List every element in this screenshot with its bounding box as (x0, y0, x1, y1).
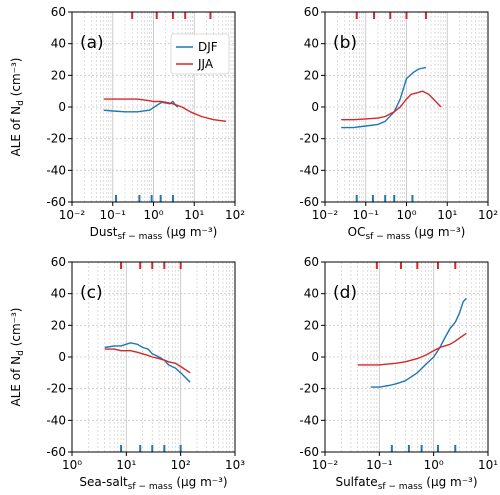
panel-a: -60 -40 -20 0 20 40 60 10⁻² 10⁻¹ 10⁰ 10¹ 10² (a) Dust… (9, 5, 245, 242)
panel-d: -60 -40 -20 0 20 40 60 10⁻² 10⁻¹ 10⁰ 10¹ (d) Sulfate… (299, 255, 498, 492)
y-tick-label: 0 (311, 100, 319, 114)
x-tick-label: 10¹ (116, 458, 136, 472)
panel-label: (d) (333, 283, 357, 303)
panel-label: (b) (333, 33, 357, 53)
y-tick-label: 0 (58, 100, 66, 114)
panel-c: -60 -40 -20 0 20 40 60 10⁰ 10¹ 10² 10³ (c) Sea-salts… (9, 255, 245, 492)
y-tick-label: 20 (51, 68, 66, 82)
y-tick-label: 60 (51, 255, 66, 269)
x-tick-label: 10⁻² (312, 458, 339, 472)
y-tick-label: 0 (58, 350, 66, 364)
x-tick-label: 10² (478, 208, 498, 222)
series-line-jja (104, 348, 191, 374)
x-tick-label: 10⁻¹ (353, 208, 380, 222)
y-tick-label: -60 (299, 445, 319, 459)
y-tick-label: -20 (299, 382, 319, 396)
x-axis-label: Sea-saltsf − mass (μg m⁻³) (79, 475, 227, 492)
x-tick-label: 10¹ (478, 458, 498, 472)
y-tick-label: 20 (304, 68, 319, 82)
x-tick-label: 10⁰ (396, 208, 416, 222)
x-tick-label: 10² (171, 458, 191, 472)
y-tick-label: 40 (304, 287, 319, 301)
series-line-djf (103, 100, 179, 113)
series-line-jja (357, 332, 467, 366)
y-tick-label: 0 (311, 350, 319, 364)
x-tick-label: 10⁰ (424, 458, 444, 472)
series-line-djf (104, 342, 191, 383)
x-tick-label: 10⁻¹ (366, 458, 393, 472)
x-tick-label: 10² (225, 208, 245, 222)
x-axis-label: Sulfatesf − mass (μg m⁻³) (335, 475, 477, 492)
x-tick-label: 10¹ (184, 208, 204, 222)
y-tick-label: 60 (304, 5, 319, 19)
x-tick-label: 10³ (225, 458, 245, 472)
panel-label: (c) (80, 283, 103, 303)
y-tick-label: -20 (299, 132, 319, 146)
x-tick-label: 10¹ (437, 208, 457, 222)
y-axis-label: ALE of Nd (cm⁻³) (9, 308, 26, 407)
y-tick-label: 40 (304, 37, 319, 51)
y-tick-label: 60 (304, 255, 319, 269)
x-tick-label: 10⁰ (62, 458, 82, 472)
legend: DJF JJA (170, 33, 230, 75)
y-tick-label: 40 (51, 37, 66, 51)
y-tick-label: -40 (46, 163, 66, 177)
series-line-jja (341, 90, 442, 121)
y-tick-label: -60 (46, 445, 66, 459)
x-axis-label: Dustsf − mass (μg m⁻³) (90, 225, 218, 242)
panel-b: -60 -40 -20 0 20 40 60 10⁻² 10⁻¹ 10⁰ 10¹ 10² (b) OCsf… (299, 5, 498, 242)
y-tick-label: -60 (299, 195, 319, 209)
series-line-djf (370, 297, 467, 388)
x-tick-label: 10⁰ (143, 208, 163, 222)
x-tick-label: 10⁻¹ (100, 208, 127, 222)
legend-label-djf: DJF (198, 40, 218, 54)
y-tick-label: -40 (46, 413, 66, 427)
y-tick-label: -20 (46, 132, 66, 146)
series-line-jja (103, 98, 227, 122)
panel-label: (a) (80, 33, 104, 53)
y-tick-label: 20 (304, 318, 319, 332)
y-tick-label: 20 (51, 318, 66, 332)
y-tick-label: -60 (46, 195, 66, 209)
x-tick-label: 10⁻² (59, 208, 86, 222)
x-tick-label: 10⁻² (312, 208, 339, 222)
y-tick-label: 60 (51, 5, 66, 19)
series-line-djf (341, 66, 427, 129)
y-tick-label: -40 (299, 163, 319, 177)
y-tick-label: -40 (299, 413, 319, 427)
legend-label-jja: JJA (197, 57, 214, 71)
y-axis-label: ALE of Nd (cm⁻³) (9, 58, 26, 157)
y-tick-label: 40 (51, 287, 66, 301)
y-tick-label: -20 (46, 382, 66, 396)
x-axis-label: OCsf − mass (μg m⁻³) (348, 225, 466, 242)
